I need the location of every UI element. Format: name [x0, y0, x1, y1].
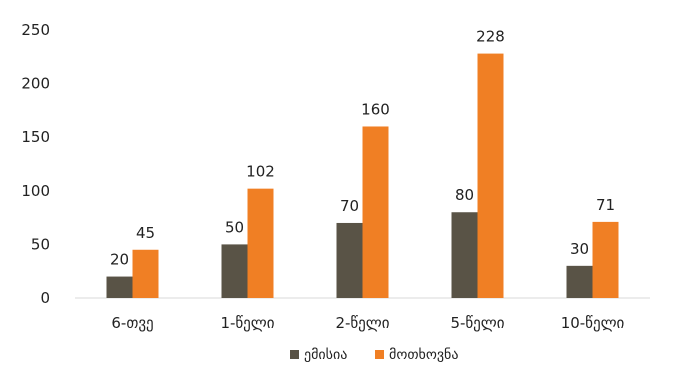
bar-issuance: [566, 265, 593, 298]
x-tick-label: 10-წელი: [561, 314, 625, 332]
data-label: 102: [246, 163, 275, 181]
legend-swatch: [375, 350, 384, 359]
bar-demand: [477, 53, 504, 298]
data-label: 70: [340, 197, 359, 215]
bar-issuance: [451, 212, 478, 298]
x-tick-label: 1-წელი: [220, 314, 274, 332]
y-axis: 0 50 100 150 200 250: [21, 21, 50, 307]
bar-demand: [592, 221, 619, 298]
bar-issuance: [221, 244, 248, 298]
bars: [106, 53, 619, 298]
x-axis: 6-თვე 1-წელი 2-წელი 5-წელი 10-წელი: [111, 314, 624, 332]
x-tick-label: 5-წელი: [450, 314, 504, 332]
data-label: 80: [455, 186, 474, 204]
y-tick-label: 100: [21, 182, 50, 200]
x-tick-label: 2-წელი: [335, 314, 389, 332]
bar-demand: [362, 126, 389, 298]
bar-issuance: [336, 222, 363, 298]
data-label: 228: [476, 28, 505, 46]
data-label: 45: [136, 224, 155, 242]
y-tick-label: 50: [31, 235, 50, 253]
legend-label: მოთხოვნა: [389, 347, 458, 363]
data-label: 160: [361, 100, 390, 118]
data-label: 20: [110, 251, 129, 269]
x-tick-label: 6-თვე: [111, 314, 153, 332]
y-tick-label: 0: [40, 289, 50, 307]
data-label: 71: [596, 196, 615, 214]
bar-demand: [132, 249, 159, 298]
legend-label: ემისია: [304, 347, 347, 363]
legend: ემისია მოთხოვნა: [290, 347, 458, 363]
legend-swatch: [290, 350, 299, 359]
bar-demand: [247, 188, 274, 298]
y-tick-label: 250: [21, 21, 50, 39]
y-tick-label: 200: [21, 75, 50, 93]
data-labels: 20 45 50 102 70 160 80 228 30 71: [110, 28, 615, 269]
data-label: 30: [570, 240, 589, 258]
y-tick-label: 150: [21, 128, 50, 146]
data-label: 50: [225, 218, 244, 236]
bar-issuance: [106, 276, 133, 298]
